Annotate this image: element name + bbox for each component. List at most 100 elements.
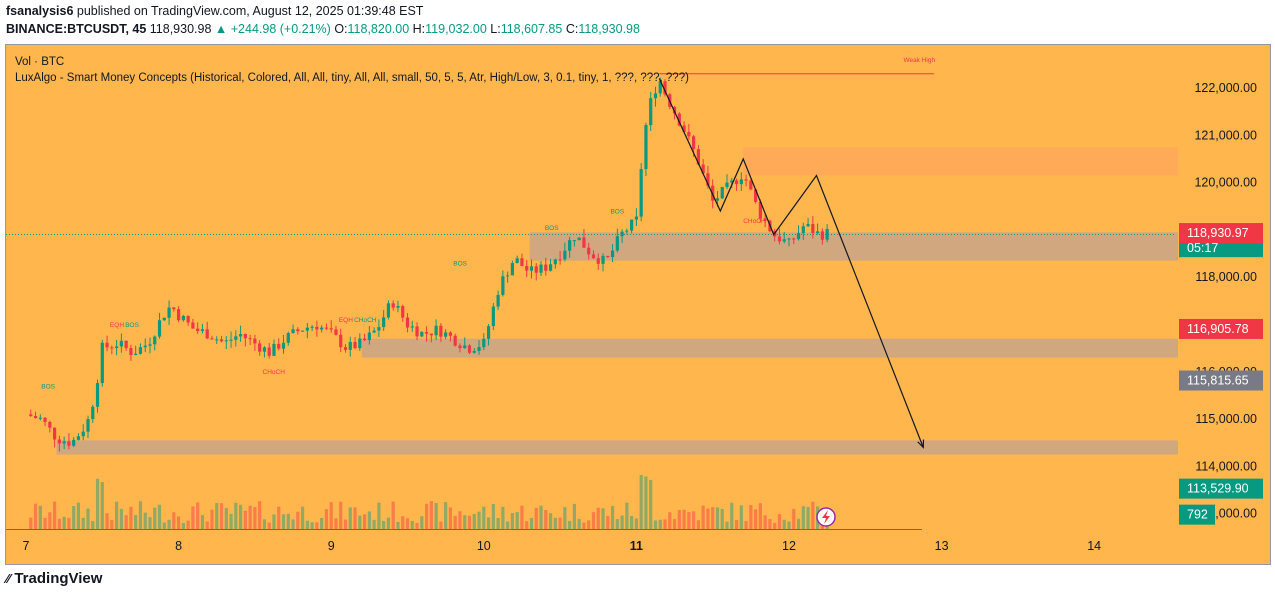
chart-pane[interactable] (5, 44, 1271, 565)
ohlc-line: BINANCE:BTCUSDT, 45 118,930.98 ▲ +244.98… (6, 22, 640, 36)
candle-body (782, 239, 786, 242)
volume-bar (286, 513, 290, 529)
zone-demand-3[interactable] (56, 440, 1178, 455)
lightning-icon[interactable] (816, 507, 836, 527)
price-badge (1179, 370, 1263, 391)
volume-bar (291, 519, 295, 529)
volume-bar (692, 511, 696, 529)
candle-body (153, 336, 157, 345)
volume-bar (587, 520, 591, 529)
smc-label: BOS (125, 322, 139, 329)
candle-body (134, 353, 138, 356)
candle-body (649, 98, 653, 126)
projection-path[interactable] (658, 78, 924, 448)
volume-bar (329, 502, 333, 529)
candle-body (496, 294, 500, 307)
volume-bar (734, 520, 739, 529)
tradingview-logo[interactable]: ⁄⁄ TradingView (6, 570, 102, 587)
volume-bar (110, 520, 114, 529)
volume-bar (768, 519, 772, 529)
publish-date: published on TradingView.com, August 12,… (76, 4, 424, 18)
low-value: 118,607.85 (500, 22, 563, 36)
volume-bar (243, 510, 247, 529)
volume-bar (210, 509, 214, 529)
candle-body (816, 231, 820, 234)
smc-label: EQH (339, 317, 353, 324)
projection-layer (658, 78, 925, 449)
candle-body (601, 255, 605, 264)
volume-bar (601, 508, 605, 529)
candle-body (329, 328, 333, 330)
candle-body (215, 339, 219, 341)
candle-body (429, 333, 433, 336)
volume-bar (610, 506, 615, 529)
volume-bar (649, 479, 653, 529)
candle-body (291, 329, 295, 334)
volume-bar (38, 505, 42, 529)
volume-bar (339, 501, 343, 529)
candle-body (334, 329, 338, 335)
volume-bar (749, 505, 753, 529)
low-label: L: (490, 22, 501, 36)
volume-bar (300, 506, 305, 529)
projection-arrowhead (917, 439, 925, 449)
volume-bar (119, 508, 123, 529)
candle-body (424, 331, 429, 334)
volume-bar (687, 511, 691, 529)
candle-body (119, 340, 123, 347)
candle-body (76, 436, 81, 440)
candle-body (558, 259, 562, 261)
price-badge-label: 115,815.65 (1187, 374, 1249, 388)
volume-bar (472, 513, 476, 529)
open-value: 118,820.00 (347, 22, 410, 36)
candle-body (420, 331, 424, 337)
price-axis: 122,000.00121,000.00120,000.00119,000.00… (1194, 81, 1257, 521)
symbol-label[interactable]: BINANCE:BTCUSDT, 45 (6, 22, 147, 36)
zone-supply[interactable] (743, 147, 1178, 176)
candle-body (477, 347, 481, 351)
volume-bar (415, 522, 419, 529)
volume-bar (310, 522, 314, 529)
zone-demand-1[interactable] (529, 232, 1178, 261)
volume-bar (591, 512, 596, 529)
candle-body (401, 306, 405, 318)
volume-bar (143, 512, 147, 529)
candle-body (305, 327, 309, 331)
candle-body (730, 180, 734, 183)
volume-bar (520, 505, 524, 529)
volume-bar (134, 515, 138, 529)
volume-bar (448, 507, 453, 529)
volume-bar (343, 519, 348, 529)
candle-body (777, 236, 782, 242)
volume-bar (248, 505, 252, 529)
volume-bar (510, 513, 515, 529)
volume-bar (429, 501, 433, 529)
candle-body (391, 303, 395, 308)
author-name[interactable]: fsanalysis6 (6, 4, 74, 18)
volume-bar (362, 514, 367, 529)
volume-bar (544, 510, 548, 529)
candle-body (572, 240, 577, 242)
candle-body (615, 236, 619, 251)
candle-body (367, 332, 371, 341)
zone-demand-2[interactable] (361, 338, 1179, 358)
price-badge (1179, 223, 1263, 244)
candle-body (320, 327, 324, 330)
candle-body (372, 330, 376, 333)
smc-label: EQH (110, 322, 124, 329)
volume-bar (625, 502, 629, 529)
candle-body (219, 339, 224, 342)
volume-indicator-label[interactable]: Vol · BTC (15, 56, 64, 68)
smc-indicator-label[interactable]: LuxAlgo - Smart Money Concepts (Historic… (15, 72, 689, 84)
volume-bar (458, 511, 462, 529)
volume-bar (706, 508, 710, 529)
volume-bar (486, 517, 491, 529)
candle-body (343, 347, 348, 350)
volume-bar (739, 505, 743, 529)
volume-bar (677, 510, 681, 529)
volume-bar (582, 522, 586, 529)
candle-body (749, 180, 753, 190)
candle-body (744, 179, 748, 181)
candle-body (577, 237, 581, 241)
